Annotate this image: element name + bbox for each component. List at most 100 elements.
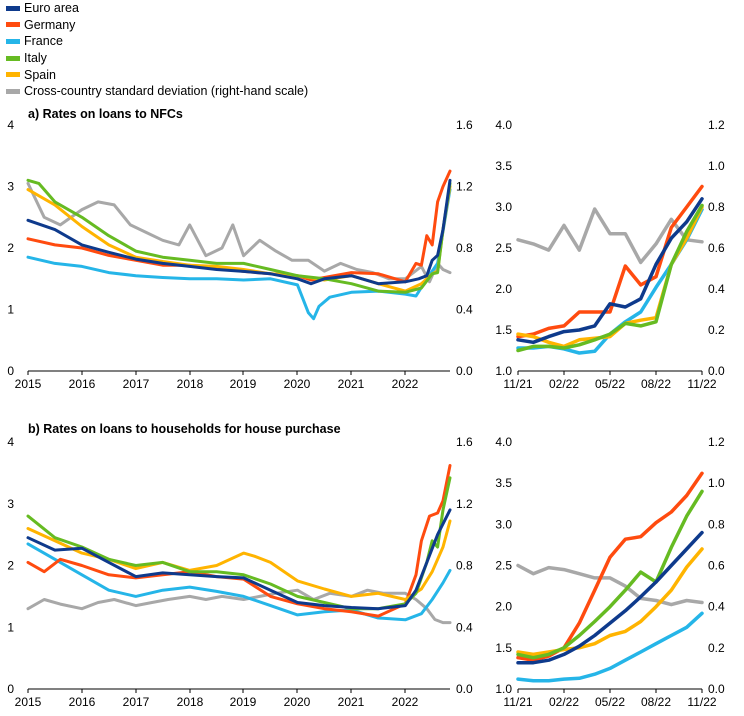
y2-tick-label: 0.2: [708, 641, 725, 655]
legend-swatch: [6, 22, 20, 28]
legend: Euro area Germany France Italy Spain Cross-co…: [6, 0, 308, 100]
x-tick-label: 2021: [338, 695, 365, 709]
series-line-spain: [516, 547, 704, 657]
legend-label: Spain: [24, 67, 56, 82]
y2-tick-label: 0.0: [708, 364, 725, 378]
series-line-italy: [516, 203, 704, 353]
legend-label: Italy: [24, 51, 47, 66]
y2-tick-label: 0.4: [708, 600, 725, 614]
series-line-germany: [26, 464, 452, 618]
x-tick-label: 2015: [15, 377, 42, 391]
legend-label: Euro area: [24, 1, 79, 16]
chart-panel-3: 0 1 2 3 4 0.0 0.4 0.8 1.2 1.6 2015 2016 2017 2018 2019…: [7, 435, 473, 709]
y-tick-label: 1.5: [495, 641, 512, 655]
y2-tick-label: 0.8: [456, 241, 473, 255]
y2-tick-label: 1.2: [456, 180, 473, 194]
legend-label: Germany: [24, 17, 76, 32]
series-line-france: [26, 188, 452, 321]
x-tick-label: 2015: [15, 695, 42, 709]
x-tick-label: 08/22: [641, 377, 671, 391]
y-tick-label: 2.5: [495, 241, 512, 255]
y-tick-label: 4: [7, 118, 14, 132]
y2-tick-label: 0.6: [708, 559, 725, 573]
y2-tick-label: 1.2: [456, 497, 473, 511]
y-tick-label: 1.5: [495, 323, 512, 337]
y2-tick-label: 0.0: [456, 682, 473, 696]
series-line-france: [516, 611, 704, 683]
series-line-germany: [516, 184, 704, 339]
y-tick-label: 0: [7, 682, 14, 696]
y2-tick-label: 0.4: [456, 303, 473, 317]
y2-tick-label: 1.0: [708, 476, 725, 490]
series-line-italy: [26, 476, 452, 611]
legend-swatch: [6, 72, 20, 78]
y-tick-label: 4.0: [495, 118, 512, 132]
y-tick-label: 3.5: [495, 159, 512, 173]
y-tick-label: 2.5: [495, 559, 512, 573]
y-tick-label: 1.0: [495, 682, 512, 696]
legend-item: Spain: [6, 66, 308, 83]
y-tick-label: 4.0: [495, 435, 512, 449]
y2-tick-label: 0.4: [456, 620, 473, 634]
x-tick-label: 2022: [392, 695, 419, 709]
series-line-euro: [26, 508, 452, 611]
legend-label: Cross-country standard deviation (right-…: [24, 84, 309, 99]
y-tick-label: 3: [7, 180, 14, 194]
y-tick-label: 3: [7, 497, 14, 511]
y2-tick-label: 1.6: [456, 118, 473, 132]
y-tick-label: 1: [7, 303, 14, 317]
x-tick-label: 11/21: [503, 695, 532, 709]
y-tick-label: 1.0: [495, 364, 512, 378]
legend-label: France: [24, 34, 63, 49]
y-tick-label: 2.0: [495, 282, 512, 296]
legend-swatch: [6, 55, 20, 61]
series-line-italy: [26, 178, 452, 294]
y2-tick-label: 0.4: [708, 282, 725, 296]
x-tick-label: 2021: [338, 377, 365, 391]
series-line-spain: [516, 205, 704, 349]
series-line-france: [26, 542, 452, 622]
chart-panel-1: 0 1 2 3 4 0.0 0.4 0.8 1.2 1.6 2015 2016 2017 2018 2019…: [7, 118, 473, 391]
legend-item: Cross-country standard deviation (right-…: [6, 83, 308, 100]
x-tick-label: 11/22: [687, 695, 716, 709]
y-tick-label: 4: [7, 435, 14, 449]
y-tick-label: 2: [7, 559, 14, 573]
legend-item: Germany: [6, 17, 308, 34]
x-tick-label: 11/22: [687, 377, 716, 391]
series-line-cross-country: [516, 207, 704, 265]
panel-b-title: b) Rates on loans to households for hous…: [28, 422, 341, 436]
x-tick-label: 2017: [123, 695, 150, 709]
x-tick-label: 05/22: [595, 377, 625, 391]
x-tick-label: 2019: [230, 695, 257, 709]
chart-panel-4: 1.01.52.02.53.03.54.00.00.20.40.60.81.01…: [495, 435, 725, 709]
y2-tick-label: 1.0: [708, 159, 725, 173]
x-tick-label: 2017: [123, 377, 150, 391]
legend-swatch: [6, 88, 20, 94]
x-tick-label: 2016: [69, 695, 96, 709]
series-line-euro: [516, 197, 704, 345]
y2-tick-label: 0.6: [708, 241, 725, 255]
y2-tick-label: 0.0: [708, 682, 725, 696]
x-tick-label: 2020: [284, 377, 311, 391]
y2-tick-label: 1.6: [456, 435, 473, 449]
x-tick-label: 2020: [284, 695, 311, 709]
x-tick-label: 08/22: [641, 695, 671, 709]
y-tick-label: 3.0: [495, 200, 512, 214]
y2-tick-label: 1.2: [708, 118, 725, 132]
y2-tick-label: 0.0: [456, 364, 473, 378]
x-tick-label: 2016: [69, 377, 96, 391]
legend-item: Euro area: [6, 0, 308, 17]
y2-tick-label: 0.2: [708, 323, 725, 337]
y-tick-label: 2.0: [495, 600, 512, 614]
y-tick-label: 3.0: [495, 517, 512, 531]
x-tick-label: 2022: [392, 377, 419, 391]
x-tick-label: 2019: [230, 377, 257, 391]
series-line-euro: [26, 178, 452, 286]
y-tick-label: 0: [7, 364, 14, 378]
series-line-cross-country: [516, 563, 704, 607]
series-line-italy: [516, 489, 704, 660]
x-tick-label: 2018: [177, 695, 204, 709]
y-tick-label: 2: [7, 241, 14, 255]
legend-swatch: [6, 38, 20, 44]
y2-tick-label: 0.8: [456, 559, 473, 573]
